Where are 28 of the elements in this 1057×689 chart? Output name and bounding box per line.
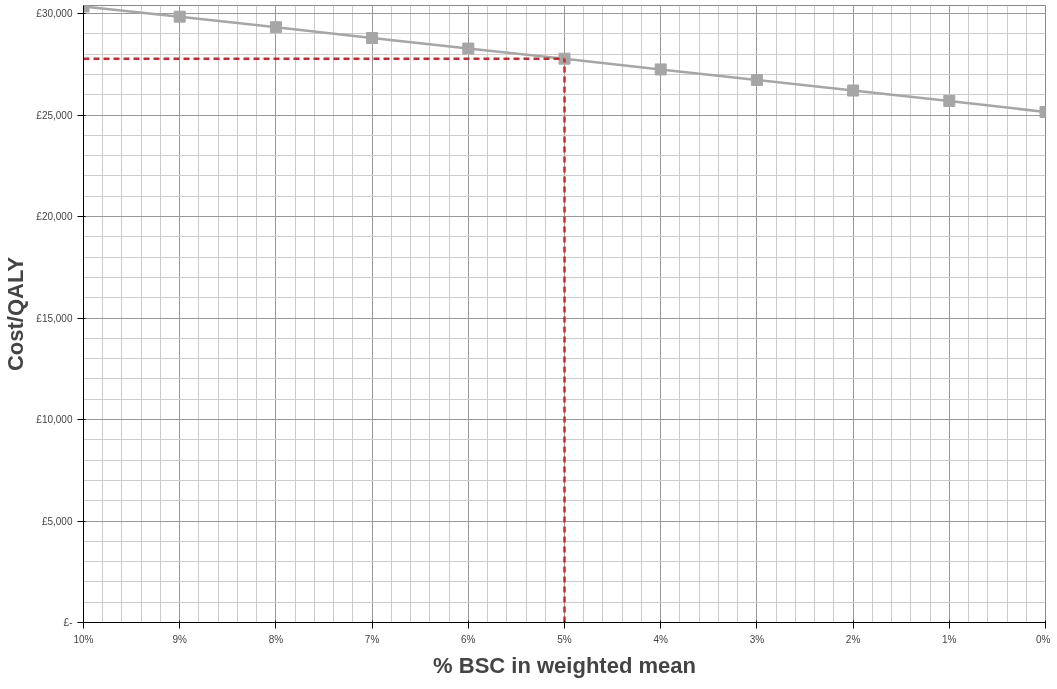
point <box>654 63 667 76</box>
x-tick-label: 1% <box>942 633 957 645</box>
x-tick-label: 0% <box>1036 633 1051 645</box>
x-tick-label: 8% <box>268 633 284 645</box>
x-tick-label: 10% <box>73 633 94 645</box>
x-tick-label: 6% <box>461 633 476 645</box>
x-tick-label: 4% <box>653 633 669 645</box>
y-tick-label: £20,000 <box>36 211 73 223</box>
y-tick-label: £25,000 <box>36 109 73 121</box>
point <box>750 73 763 86</box>
x-tick-label: 3% <box>749 633 765 645</box>
point <box>943 94 956 107</box>
y-tick-label: £5,000 <box>41 515 73 527</box>
point <box>462 42 475 55</box>
x-tick-label: 5% <box>557 633 572 645</box>
point <box>269 21 282 34</box>
y-tick-label: £30,000 <box>36 8 73 20</box>
x-tick-label: 7% <box>364 633 380 645</box>
x-tick-label: 2% <box>845 633 861 645</box>
y-tick-label: £- <box>63 617 73 628</box>
y-tick-label: £15,000 <box>36 312 73 324</box>
point <box>847 84 860 97</box>
point <box>173 10 186 23</box>
x-tick-label: 9% <box>172 633 188 645</box>
point <box>366 31 379 44</box>
y-tick-label: £10,000 <box>36 414 73 426</box>
x-axis-title: % BSC in weighted mean <box>433 652 696 678</box>
y-axis-title: Cost/QALY <box>3 256 29 372</box>
